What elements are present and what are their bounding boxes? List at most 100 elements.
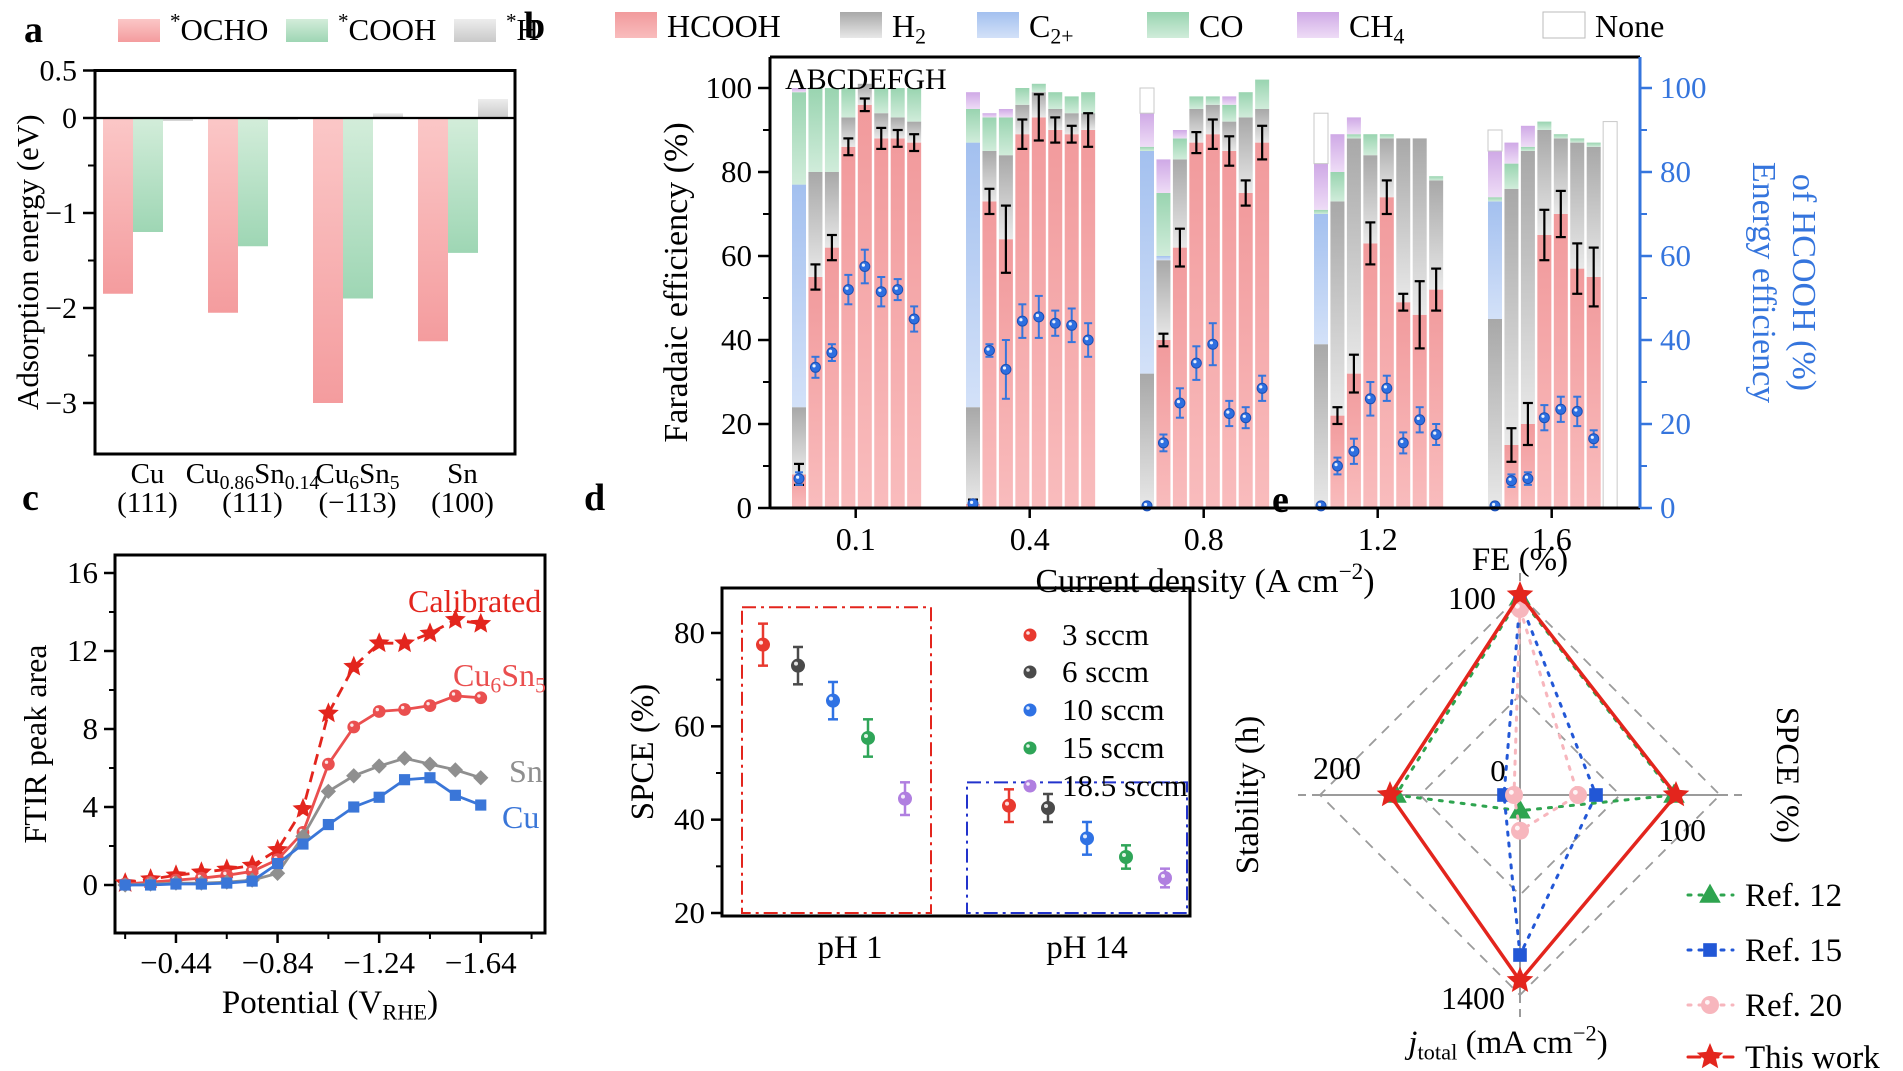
segment-HCOOH-0.1-C <box>824 247 839 508</box>
segment-H2-1.6-E <box>1553 138 1568 214</box>
legend-swatch-C2+ <box>977 12 1019 38</box>
x-group-label-ph1: pH 1 <box>817 930 882 966</box>
y-tick-label: 0 <box>62 102 77 135</box>
panel-c-ftir-line-chart: −0.44 −0.84 −1.24 −1.64 0 4 8 12 16 Calibrated Cu6… <box>17 553 547 1025</box>
y-axis-title-right-1: Energy efficiency <box>1745 162 1782 403</box>
y-tick-label: 0 <box>83 867 99 902</box>
segment-CO-0.4-E <box>1031 83 1046 93</box>
x-axis-title: Potential (VRHE) <box>222 985 438 1025</box>
y-tick-label: 0.5 <box>40 55 78 88</box>
axis-max-spce: 100 <box>1658 812 1706 848</box>
x-tick-label: −0.44 <box>140 945 212 980</box>
legend-label-CO: CO <box>1199 8 1243 44</box>
legend-swatch-HCOOH <box>615 12 657 38</box>
segment-CO-0.8-C <box>1172 138 1187 160</box>
segment-None-1.2-A <box>1313 112 1329 165</box>
segment-CO-0.4-C <box>998 117 1013 156</box>
circle-marker <box>423 699 437 712</box>
segment-HCOOH-1.6-D <box>1537 235 1552 508</box>
segment-H2-0.8-D <box>1189 109 1204 143</box>
ee-dot-highlight <box>828 349 833 353</box>
segment-HCOOH-1.2-H <box>1429 289 1444 508</box>
circle-marker <box>1569 786 1587 804</box>
series-label-Cu: Cu <box>502 799 539 835</box>
ee-dot-highlight <box>1176 400 1181 404</box>
legend-label: *H <box>506 9 539 47</box>
axis-title-fe: FE (%) <box>1472 542 1568 578</box>
segment-CO-0.1-C <box>824 88 839 172</box>
segment-HCOOH-1.6-E <box>1553 214 1568 508</box>
segment-CH4-1.2-B <box>1330 134 1345 172</box>
x-tick-label: 1.2 <box>1358 521 1398 557</box>
segment-CO-1.6-E <box>1553 134 1568 139</box>
legend-label-Ref. 12: Ref. 12 <box>1745 878 1842 914</box>
segment-C2+-1.2-A <box>1314 214 1328 345</box>
segment-CH4-0.8-B <box>1156 159 1171 193</box>
ee-dot-0.8-D <box>1190 357 1202 369</box>
square-marker <box>271 857 284 870</box>
ee-dot-0.8-C <box>1174 397 1186 409</box>
diamond-marker <box>396 750 413 766</box>
circle-marker <box>448 689 462 703</box>
ee-dot-highlight <box>861 263 865 267</box>
bar-OCHO-3 <box>418 118 448 342</box>
segment-CO-1.2-D <box>1363 134 1378 156</box>
y-tick-label-left: 0 <box>737 490 753 525</box>
bar-H-3 <box>478 99 508 118</box>
ee-dot-0.1-D <box>842 284 854 296</box>
y-tick-label-left: 100 <box>706 70 753 105</box>
segment-C2+-0.1-A <box>792 184 806 408</box>
ee-dot-0.1-B <box>809 361 821 373</box>
ee-dot-highlight <box>796 475 800 479</box>
ee-dot-1.2-C <box>1348 445 1360 457</box>
segment-H2-1.6-F <box>1570 142 1585 269</box>
y-tick-label-right: 80 <box>1660 154 1691 189</box>
ee-dot-1.2-G <box>1414 414 1426 426</box>
segment-CH4-0.4-A <box>966 92 980 109</box>
point-highlight <box>1083 834 1087 839</box>
x-tick-label: −0.84 <box>242 945 314 980</box>
circle-marker <box>1511 821 1529 840</box>
point-highlight <box>829 696 833 701</box>
ee-dot-0.4-E <box>1033 311 1045 323</box>
point-highlight <box>864 733 868 738</box>
legend-swatch-COOH <box>286 19 328 42</box>
diamond-marker <box>473 770 489 786</box>
point-highlight <box>1044 803 1048 808</box>
ee-dot-highlight <box>1226 410 1230 414</box>
ee-dot-highlight <box>1019 318 1023 322</box>
y-tick-label-left: 60 <box>721 238 752 273</box>
diamond-marker <box>371 758 387 774</box>
square-marker <box>348 801 360 813</box>
legend-swatch-None <box>1542 11 1586 39</box>
bar-COOH-3 <box>448 118 478 253</box>
segment-H2-0.4-C <box>998 155 1013 240</box>
square-marker <box>373 791 385 803</box>
ee-dot-highlight <box>878 288 882 292</box>
segment-CO-0.1-A <box>792 92 806 185</box>
segment-H2-0.1-A <box>792 407 806 475</box>
ee-dot-highlight <box>1052 320 1056 324</box>
marker-highlight <box>451 692 456 696</box>
ee-dot-0.8-G <box>1240 412 1252 424</box>
y-tick-label: 20 <box>674 895 705 930</box>
diamond-marker <box>422 756 438 772</box>
ee-dot-0.4-D <box>1016 315 1028 327</box>
marker-highlight <box>1572 789 1578 795</box>
ee-dot-1.2-F <box>1397 437 1409 449</box>
legend-label-This work: This work <box>1745 1040 1880 1071</box>
data-point-pH 14-6 sccm <box>1041 800 1055 815</box>
segment-CO-0.1-H <box>907 88 922 122</box>
legend-label-HCOOH: HCOOH <box>667 8 781 44</box>
legend-label-CH4: CH4 <box>1349 8 1404 48</box>
square-marker <box>1589 788 1603 802</box>
ee-dot-highlight <box>1242 414 1246 418</box>
square-marker <box>449 789 461 801</box>
x-tick-label: 0.4 <box>1010 521 1050 557</box>
circle-marker <box>1505 786 1523 804</box>
axis-max-jtotal: 1400 <box>1441 980 1505 1016</box>
y-tick-label-left: 20 <box>721 406 752 441</box>
ee-dot-highlight <box>1209 341 1213 345</box>
segment-CO-0.1-F <box>874 88 889 114</box>
